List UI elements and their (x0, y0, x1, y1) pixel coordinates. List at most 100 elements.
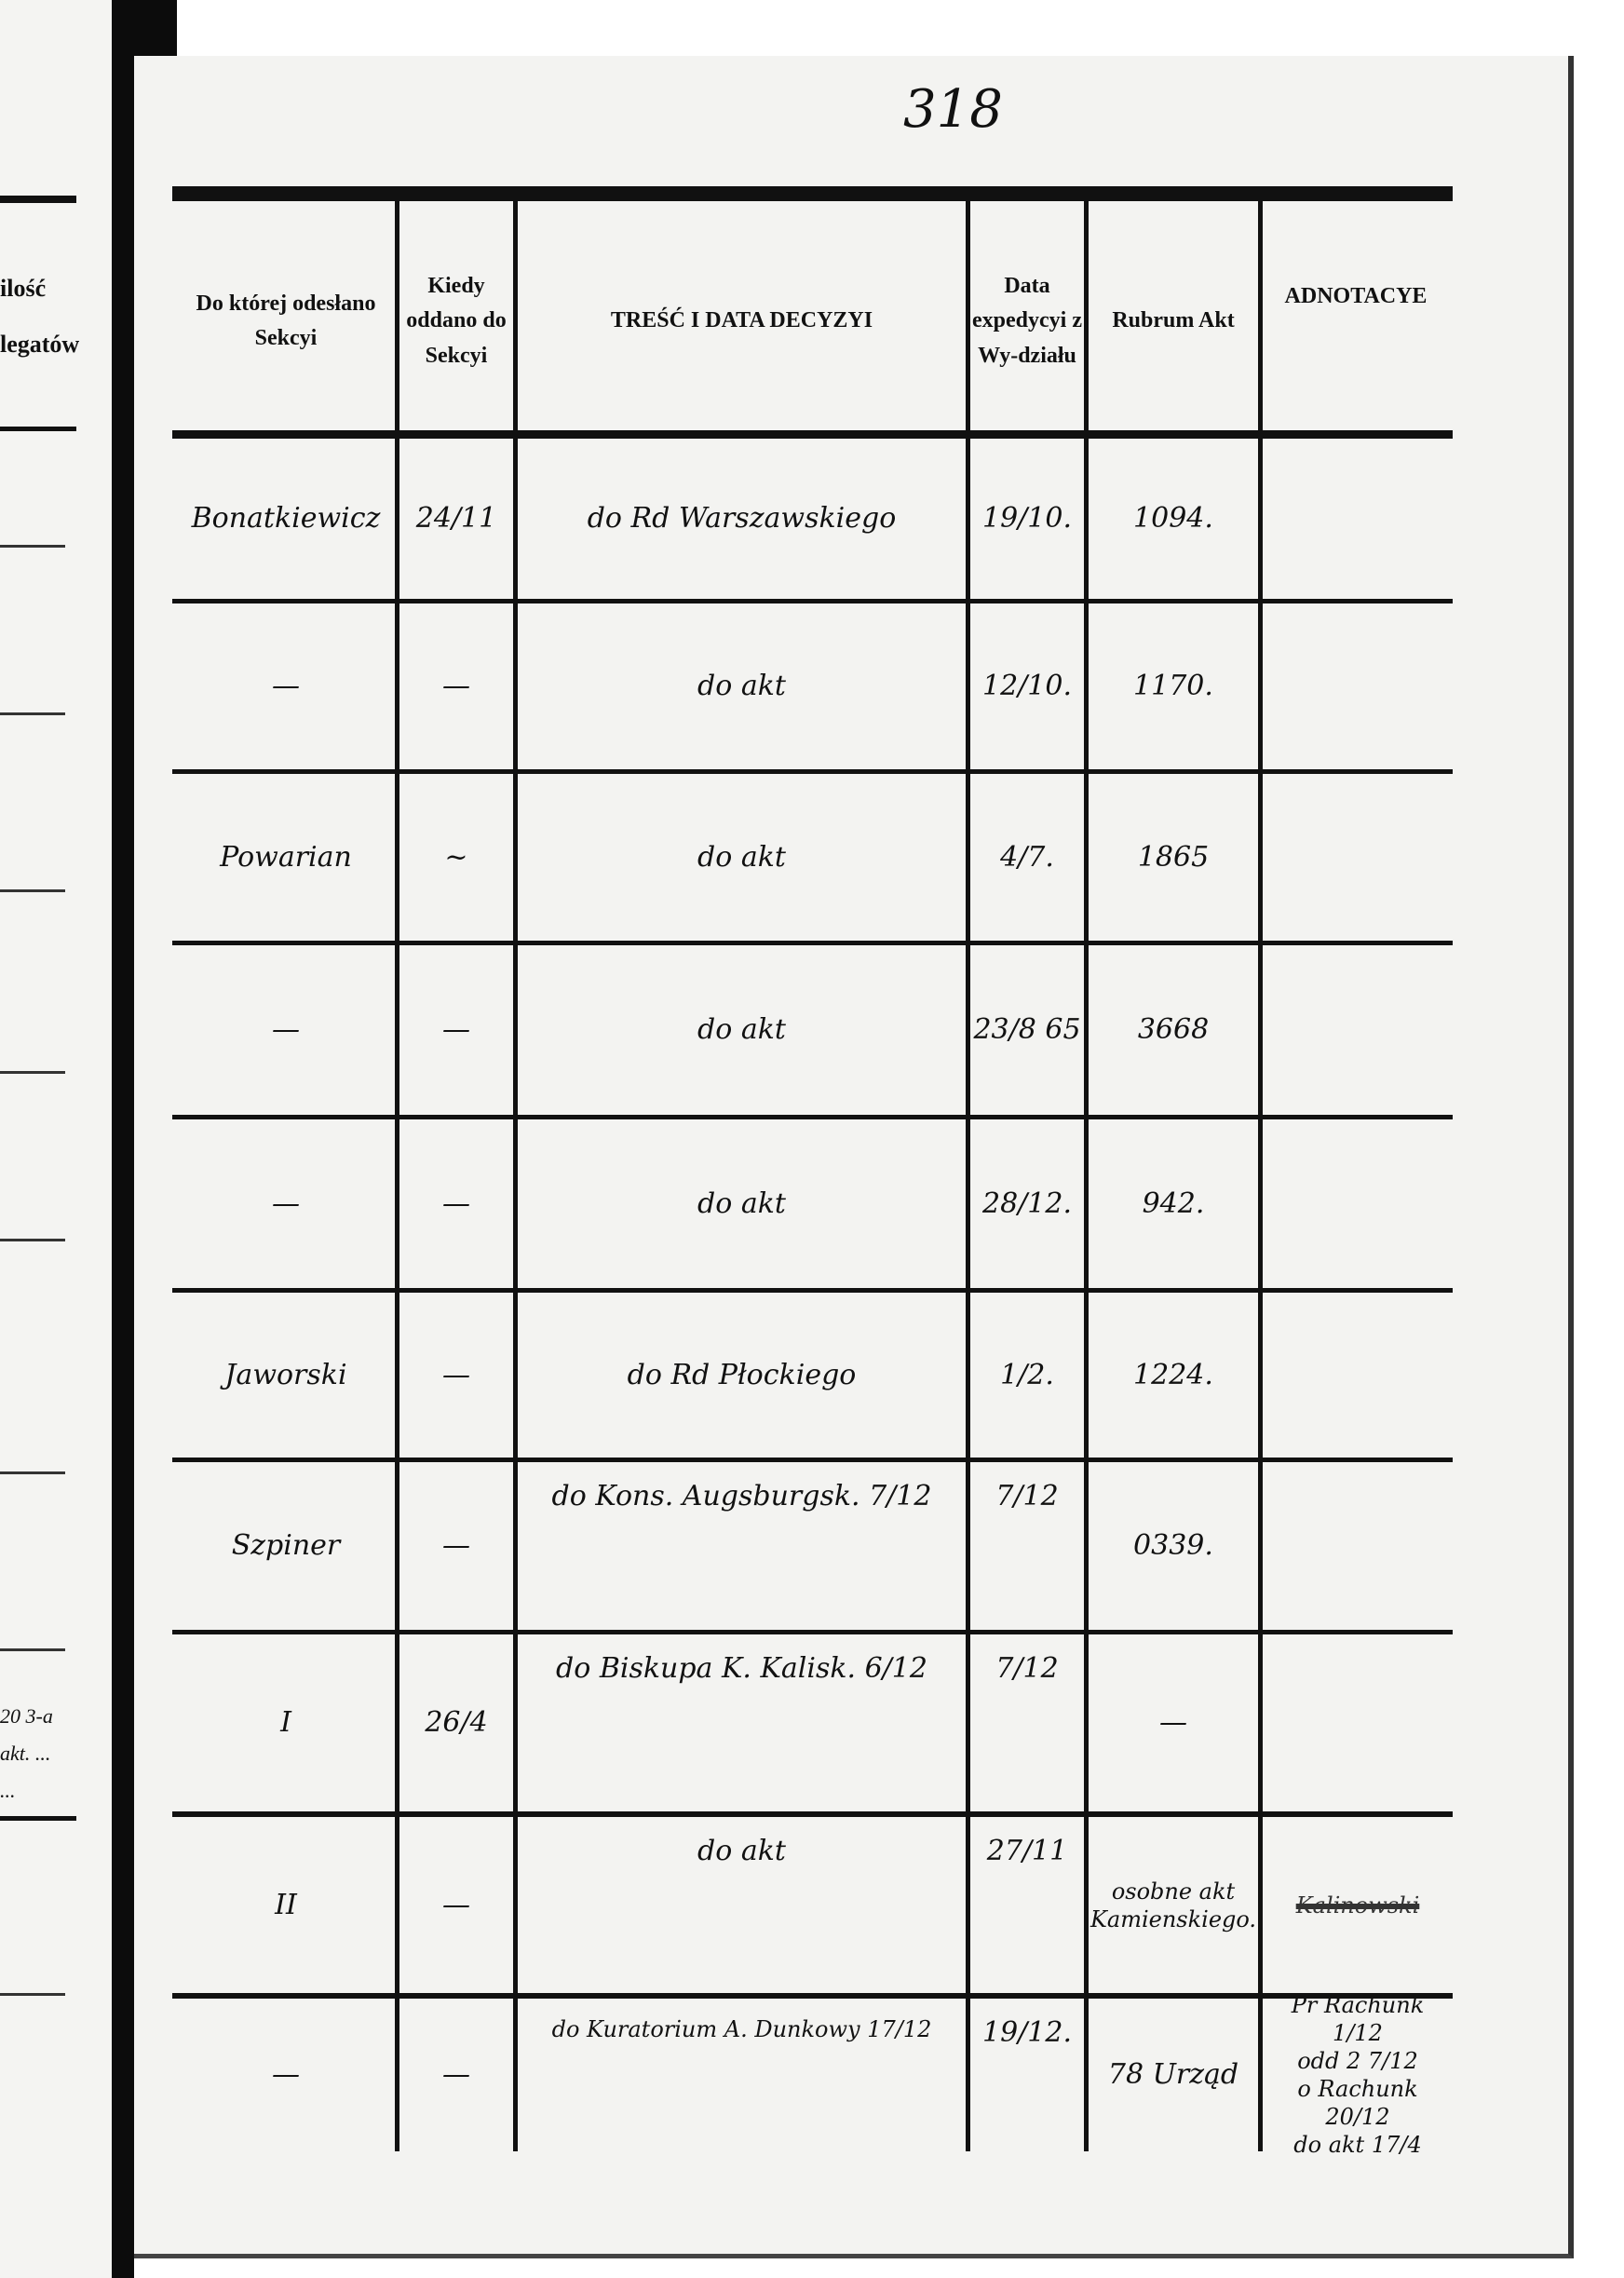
cell-adnotacye (1263, 1462, 1453, 1630)
column-rule (1084, 196, 1089, 2151)
divider (0, 196, 76, 203)
header-rule (172, 430, 1453, 439)
page-number: 318 (903, 79, 1003, 140)
cell-rubrum: 1094. (1133, 502, 1213, 536)
cell-sekcja: Jaworski (224, 1358, 347, 1391)
cell-data-exp: 19/10. (982, 502, 1072, 536)
divider (0, 1471, 65, 1474)
book-spine (112, 0, 177, 65)
divider (0, 1071, 65, 1074)
row-rule (172, 1115, 1453, 1119)
cell-data-exp: 28/12. (982, 1186, 1072, 1220)
cell-data-exp: 27/11 (986, 1835, 1068, 1867)
prev-fragment: ... (0, 1779, 16, 1802)
cell-tresc: do akt (697, 1013, 786, 1047)
cell-data-exp: 7/12 (995, 1480, 1059, 1512)
cell-data-exp: 1/2. (1000, 1358, 1054, 1391)
cell-adnotacye (1263, 603, 1453, 769)
row-rule (172, 1993, 1453, 1999)
cell-adnotacye: Pr Rachunk 1/12 odd 2 7/12 o Rachunk 20/… (1291, 1992, 1425, 2158)
divider (0, 427, 76, 431)
book-spine (112, 0, 134, 2278)
divider (0, 1816, 76, 1821)
top-rule (172, 186, 1453, 201)
row-rule (172, 1288, 1453, 1293)
cell-sekcja: I (280, 1706, 291, 1740)
column-rule (513, 196, 518, 2151)
prev-header-text: legatów (0, 331, 80, 358)
cell-adnotacye (1263, 774, 1453, 941)
divider (0, 889, 65, 892)
row-rule (172, 1811, 1453, 1817)
cell-rubrum: 1865 (1137, 840, 1210, 874)
cell-rubrum: 3668 (1137, 1013, 1210, 1047)
cell-adnotacye (1263, 945, 1453, 1115)
cell-sekcja: — (272, 1186, 300, 1220)
divider (0, 545, 65, 548)
cell-sekcja: — (272, 2058, 300, 2092)
row-rule (172, 769, 1453, 774)
divider (0, 1239, 65, 1241)
row-rule (172, 1630, 1453, 1634)
cell-kiedy: — (442, 2058, 470, 2092)
cell-kiedy: 24/11 (415, 502, 497, 536)
header-content: TREŚĆ I DATA DECYZYI (610, 308, 873, 333)
cell-data-exp: 23/8 65 (973, 1013, 1081, 1047)
cell-sekcja: — (272, 1013, 300, 1047)
cell-sekcja: Bonatkiewicz (191, 502, 381, 536)
cell-tresc: do Rd Warszawskiego (587, 502, 897, 536)
cell-rubrum: — (1159, 1706, 1187, 1740)
column-rule (1258, 196, 1263, 2151)
column-rule (395, 196, 399, 2151)
cell-data-exp: 12/10. (982, 670, 1072, 703)
cell-rubrum: 78 Urząd (1107, 2058, 1239, 2092)
prev-header-text: ilość (0, 275, 47, 302)
row-rule (172, 599, 1453, 603)
cell-sekcja: Szpiner (231, 1529, 341, 1563)
header-section: Do której odesłano Sekcyi (196, 291, 376, 350)
divider (0, 712, 65, 715)
cell-rubrum: 1224. (1133, 1358, 1213, 1391)
header-rubrum: Rubrum Akt (1112, 308, 1235, 333)
prev-fragment: akt. ... (0, 1742, 51, 1765)
cell-sekcja: — (272, 670, 300, 703)
column-rule (966, 196, 970, 2151)
cell-kiedy: — (442, 670, 470, 703)
cell-kiedy: — (442, 1186, 470, 1220)
cell-data-exp: 4/7. (1000, 840, 1054, 874)
register-page (134, 56, 1574, 2258)
cell-kiedy: — (442, 1013, 470, 1047)
cell-data-exp: 19/12. (982, 2016, 1072, 2049)
cell-tresc: do akt (697, 1186, 786, 1220)
header-when: Kiedy oddano do Sekcyi (406, 274, 507, 368)
cell-data-exp: 7/12 (995, 1652, 1059, 1685)
cell-tresc: do akt (697, 1835, 786, 1867)
cell-rubrum: 1170. (1133, 670, 1213, 703)
cell-adnotacye (1263, 1293, 1453, 1458)
cell-tresc: do Rd Płockiego (627, 1358, 857, 1391)
row-rule (172, 941, 1453, 945)
cell-sekcja: Powarian (220, 840, 352, 874)
cell-tresc: do Kons. Augsburgsk. 7/12 (551, 1480, 932, 1512)
cell-kiedy: ~ (444, 840, 468, 874)
cell-kiedy: — (442, 1358, 470, 1391)
header-annotations: ADNOTACYE (1284, 284, 1428, 308)
cell-adnotacye: Kalinowski (1295, 1892, 1420, 1919)
cell-tresc: do akt (697, 670, 786, 703)
cell-rubrum: 942. (1142, 1186, 1205, 1220)
cell-tresc: do akt (697, 840, 786, 874)
cell-sekcja: II (275, 1888, 297, 1921)
divider (0, 1648, 65, 1651)
cell-kiedy: — (442, 1888, 470, 1921)
previous-page-edge: ilość legatów 20 3-a akt. ... ... (0, 0, 119, 2278)
cell-kiedy: — (442, 1529, 470, 1563)
divider (0, 1993, 65, 1996)
header-dispatch-date: Data expedycyi z Wy-działu (972, 274, 1082, 368)
cell-adnotacye (1263, 1634, 1453, 1811)
cell-tresc: do Kuratorium A. Dunkowy 17/12 (551, 2016, 932, 2042)
row-rule (172, 1458, 1453, 1462)
cell-tresc: do Biskupa K. Kalisk. 6/12 (556, 1652, 927, 1685)
cell-adnotacye (1263, 1119, 1453, 1288)
cell-kiedy: 26/4 (425, 1706, 488, 1740)
cell-rubrum: 0339. (1133, 1529, 1213, 1563)
